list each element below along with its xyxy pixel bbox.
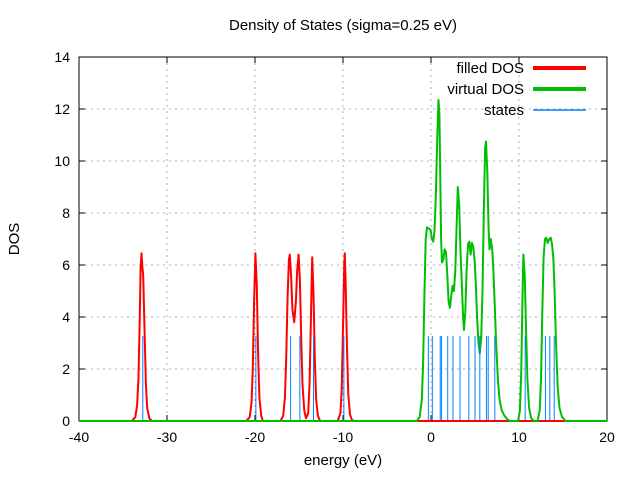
y-tick-label: 0 bbox=[62, 413, 70, 429]
x-axis-label: energy (eV) bbox=[303, 452, 383, 469]
series-virtual-dos bbox=[79, 98, 607, 422]
y-tick-label: 6 bbox=[62, 257, 70, 273]
y-tick-label: 12 bbox=[54, 101, 70, 117]
y-tick-label: 8 bbox=[62, 205, 70, 221]
legend-label-virtual-dos: virtual DOS bbox=[447, 81, 524, 98]
y-tick-label: 2 bbox=[62, 361, 70, 377]
legend-label-filled-dos: filled DOS bbox=[456, 60, 524, 77]
x-tick-label: -40 bbox=[69, 429, 89, 445]
x-tick-label: 10 bbox=[511, 429, 527, 445]
x-tick-label: -10 bbox=[333, 429, 353, 445]
legend-label-states: states bbox=[484, 102, 524, 119]
x-tick-label: 20 bbox=[599, 429, 615, 445]
y-tick-label: 14 bbox=[54, 49, 70, 65]
x-tick-label: -30 bbox=[157, 429, 177, 445]
chart-title: Density of States (sigma=0.25 eV) bbox=[228, 17, 458, 34]
y-tick-label: 10 bbox=[54, 153, 70, 169]
series-filled-dos bbox=[79, 252, 607, 422]
y-tick-label: 4 bbox=[62, 309, 70, 325]
x-tick-label: 0 bbox=[427, 429, 435, 445]
x-tick-label: -20 bbox=[245, 429, 265, 445]
